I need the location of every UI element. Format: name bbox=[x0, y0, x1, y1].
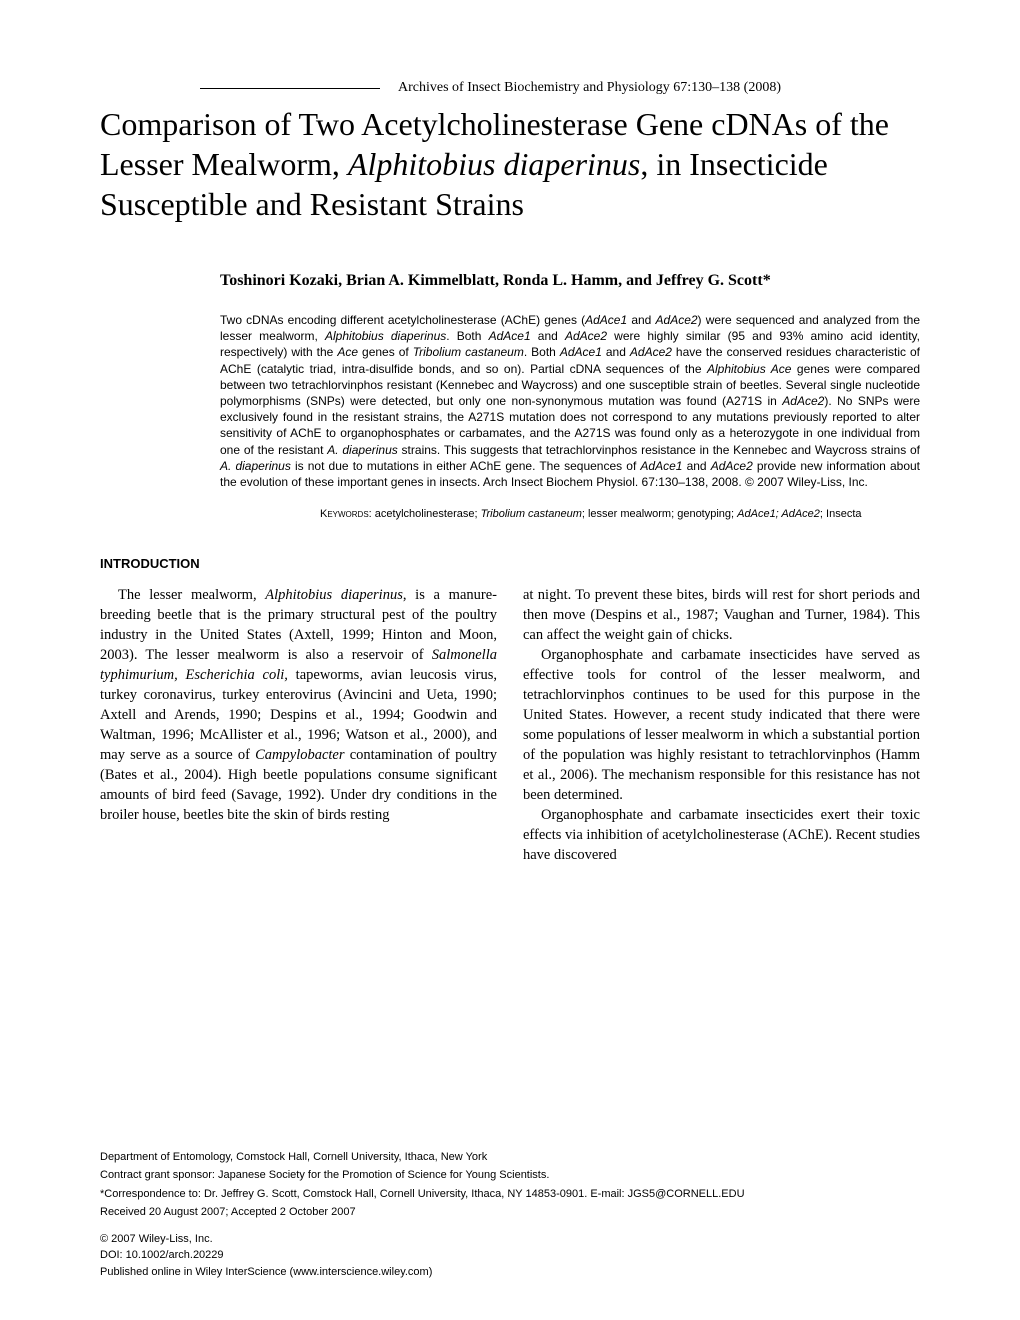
abstract-gene: AdAce1 bbox=[489, 329, 531, 343]
section-heading-introduction: INTRODUCTION bbox=[100, 556, 920, 571]
abstract-gene: AdAce2 bbox=[711, 459, 753, 473]
abstract-species: Alphitobius diaperinus bbox=[325, 329, 446, 343]
header-rule-row: Archives of Insect Biochemistry and Phys… bbox=[100, 80, 920, 96]
abstract-text: . Both bbox=[524, 345, 560, 359]
footer-copyright-block: © 2007 Wiley-Liss, Inc. DOI: 10.1002/arc… bbox=[100, 1231, 920, 1281]
abstract-species: A. diaperinus bbox=[220, 459, 291, 473]
keyword-italic: Tribolium castaneum bbox=[481, 508, 582, 520]
abstract-gene: AdAce1 bbox=[640, 459, 682, 473]
header-rule bbox=[200, 88, 380, 89]
abstract-gene: AdAce1 bbox=[585, 313, 627, 327]
footer-grant: Contract grant sponsor: Japanese Society… bbox=[100, 1167, 920, 1184]
footer-doi: DOI: 10.1002/arch.20229 bbox=[100, 1247, 920, 1264]
keyword: acetylcholinesterase; bbox=[375, 508, 481, 520]
keyword: ; lesser mealworm; genotyping; bbox=[582, 508, 737, 520]
abstract-gene: AdAce1 bbox=[560, 345, 602, 359]
paragraph: The lesser mealworm, Alphitobius diaperi… bbox=[100, 585, 497, 825]
abstract-gene: AdAce2 bbox=[630, 345, 672, 359]
footer-received: Received 20 August 2007; Accepted 2 Octo… bbox=[100, 1204, 920, 1221]
abstract-text: and bbox=[531, 329, 565, 343]
abstract-text: is not due to mutations in either AChE g… bbox=[291, 459, 641, 473]
column-left: The lesser mealworm, Alphitobius diaperi… bbox=[100, 585, 497, 865]
author-list: Toshinori Kozaki, Brian A. Kimmelblatt, … bbox=[220, 272, 920, 290]
body-species: Campylobacter bbox=[255, 747, 344, 763]
abstract: Two cDNAs encoding different acetylcholi… bbox=[220, 312, 920, 490]
abstract-text: Two cDNAs encoding different acetylcholi… bbox=[220, 313, 585, 327]
keyword: ; Insecta bbox=[820, 508, 862, 520]
abstract-gene: AdAce2 bbox=[565, 329, 607, 343]
abstract-text: and bbox=[627, 313, 655, 327]
abstract-text: . Both bbox=[446, 329, 488, 343]
abstract-gene: AdAce2 bbox=[782, 394, 824, 408]
footer-correspondence: *Correspondence to: Dr. Jeffrey G. Scott… bbox=[100, 1186, 920, 1203]
footer: Department of Entomology, Comstock Hall,… bbox=[100, 1149, 920, 1281]
abstract-species: A. diaperinus bbox=[327, 443, 398, 457]
article-title: Comparison of Two Acetylcholinesterase G… bbox=[100, 104, 920, 224]
journal-reference: Archives of Insect Biochemistry and Phys… bbox=[398, 80, 781, 96]
paragraph: at night. To prevent these bites, birds … bbox=[523, 585, 920, 645]
abstract-text: and bbox=[682, 459, 710, 473]
abstract-text: strains. This suggests that tetrachlorvi… bbox=[398, 443, 920, 457]
keyword-italic: AdAce1; AdAce2 bbox=[737, 508, 820, 520]
paragraph: Organophosphate and carbamate insecticid… bbox=[523, 645, 920, 805]
abstract-gene: Ace bbox=[337, 345, 358, 359]
keywords: Keywords: acetylcholinesterase; Triboliu… bbox=[320, 508, 920, 520]
body-columns: The lesser mealworm, Alphitobius diaperi… bbox=[100, 585, 920, 865]
body-species: Alphitobius diaperinus bbox=[265, 587, 403, 603]
body-text: The lesser mealworm, bbox=[118, 587, 265, 603]
abstract-gene: AdAce2 bbox=[656, 313, 698, 327]
column-right: at night. To prevent these bites, birds … bbox=[523, 585, 920, 865]
footer-published: Published online in Wiley InterScience (… bbox=[100, 1264, 920, 1281]
footer-copyright: © 2007 Wiley-Liss, Inc. bbox=[100, 1231, 920, 1248]
keywords-label: Keywords: bbox=[320, 508, 375, 520]
abstract-text: and bbox=[602, 345, 630, 359]
abstract-species: Tribolium castaneum bbox=[413, 345, 524, 359]
footer-department: Department of Entomology, Comstock Hall,… bbox=[100, 1149, 920, 1166]
paragraph: Organophosphate and carbamate insecticid… bbox=[523, 805, 920, 865]
abstract-text: genes of bbox=[358, 345, 413, 359]
abstract-gene: Alphitobius Ace bbox=[707, 362, 791, 376]
title-species: Alphitobius diaperinus bbox=[348, 146, 640, 182]
